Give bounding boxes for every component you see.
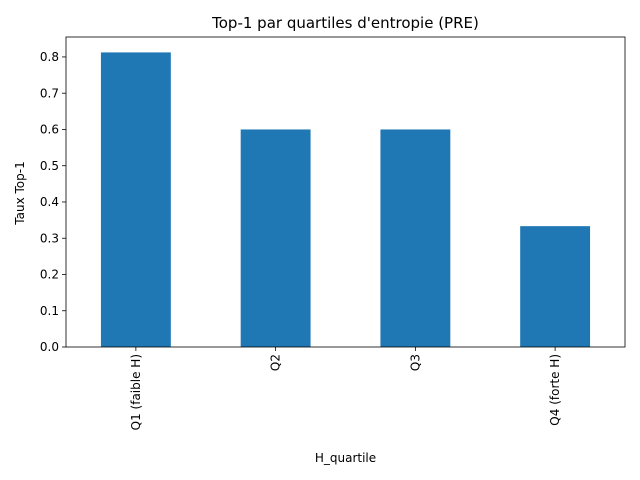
x-tick-label: Q1 (faible H) — [129, 354, 143, 430]
y-tick-label: 0.1 — [40, 304, 59, 318]
bar-3 — [380, 129, 451, 347]
x-axis-label: H_quartile — [315, 451, 376, 465]
x-tick-label: Q2 — [269, 354, 283, 371]
chart-title: Top-1 par quartiles d'entropie (PRE) — [211, 14, 479, 32]
y-tick-label: 0.3 — [40, 231, 59, 245]
bar-1 — [100, 52, 171, 347]
x-tick-label: Q3 — [408, 354, 422, 371]
y-tick-label: 0.4 — [40, 195, 59, 209]
x-tick-label: Q4 (forte H) — [548, 354, 562, 426]
bar-2 — [240, 129, 311, 347]
plot-area: 0.0 0.1 0.2 0.3 0.4 0.5 0.6 0.7 0.8 Q1 (faible H)… — [40, 36, 626, 430]
y-tick-label: 0.7 — [40, 86, 59, 100]
plot-frame — [65, 36, 626, 348]
y-axis-label: Taux Top-1 — [13, 161, 27, 225]
y-tick-label: 0.6 — [40, 123, 59, 137]
y-tick-label: 0.8 — [40, 50, 59, 64]
bar-4 — [520, 226, 591, 347]
y-tick-label: 0.2 — [40, 268, 59, 282]
y-tick-label: 0.0 — [40, 340, 59, 354]
y-tick-label: 0.5 — [40, 159, 59, 173]
